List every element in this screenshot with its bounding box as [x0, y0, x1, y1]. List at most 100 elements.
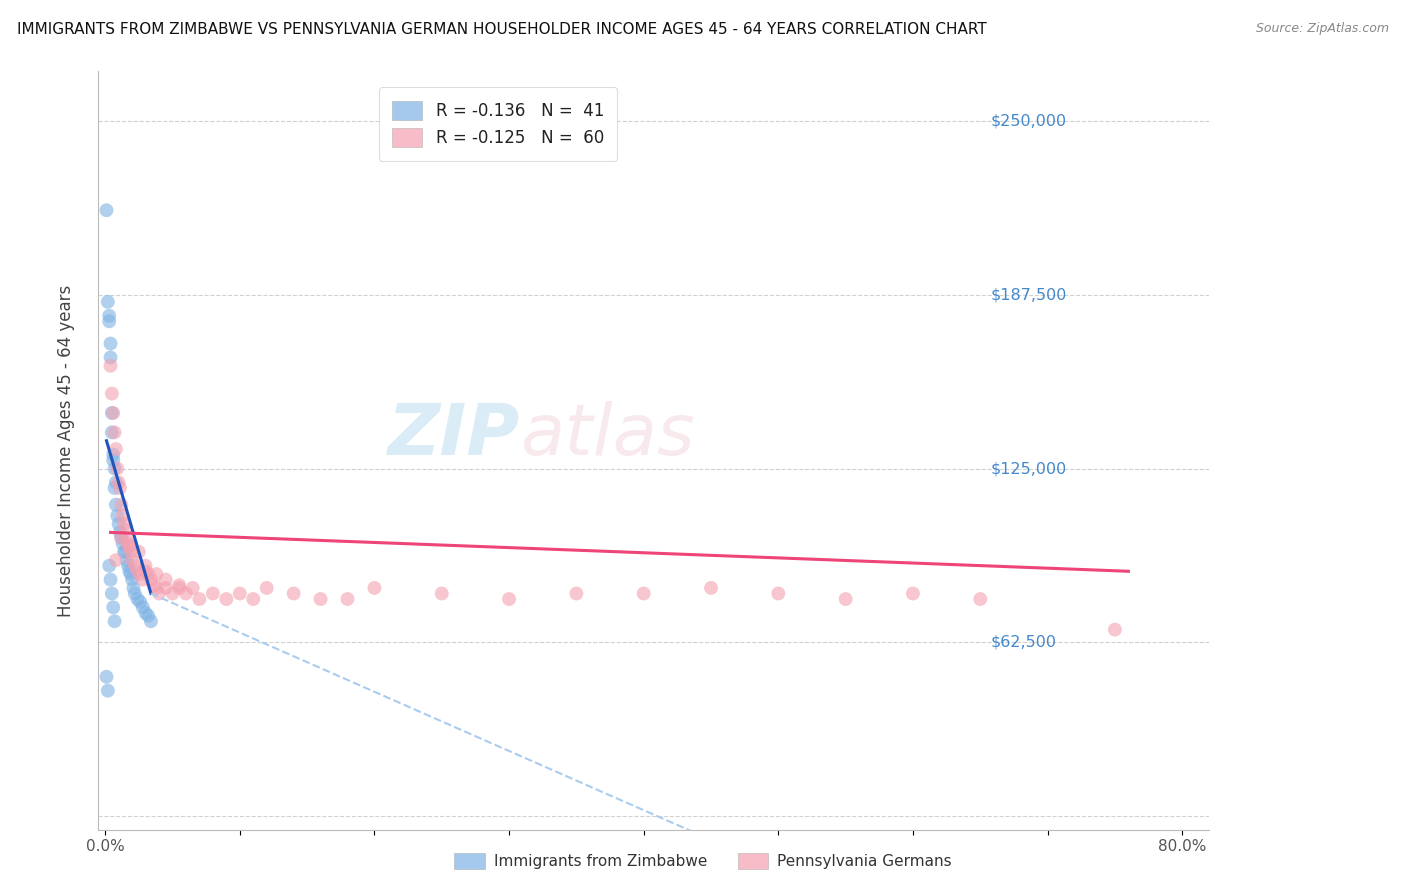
Point: [155, 581, 177, 595]
Point: [118, 539, 141, 553]
Point: [101, 406, 124, 420]
Point: [139, 614, 162, 628]
Point: [105, 461, 128, 475]
Point: [135, 558, 157, 573]
Point: [110, 531, 132, 545]
Legend: R = -0.136   N =  41, R = -0.125   N =  60: R = -0.136 N = 41, R = -0.125 N = 60: [380, 87, 617, 161]
Text: $187,500: $187,500: [990, 287, 1067, 302]
Point: [129, 595, 152, 609]
Point: [103, 614, 125, 628]
Point: [834, 592, 856, 607]
Point: [256, 581, 278, 595]
Point: [132, 600, 155, 615]
Point: [122, 581, 145, 595]
Point: [167, 578, 190, 592]
Point: [117, 536, 139, 550]
Point: [215, 592, 238, 607]
Point: [115, 553, 138, 567]
Point: [969, 592, 991, 607]
Point: [100, 336, 122, 351]
Point: [104, 442, 127, 456]
Point: [121, 573, 143, 587]
Point: [135, 606, 157, 620]
Y-axis label: Householder Income Ages 45 - 64 years: Householder Income Ages 45 - 64 years: [56, 285, 75, 616]
Point: [700, 581, 723, 595]
Point: [110, 531, 132, 545]
Point: [103, 406, 125, 420]
Point: [633, 586, 655, 600]
Point: [104, 553, 127, 567]
Point: [124, 586, 146, 600]
Point: [142, 578, 165, 592]
Text: $250,000: $250,000: [990, 114, 1067, 128]
Point: [114, 523, 136, 537]
Point: [188, 592, 211, 607]
Point: [103, 448, 125, 462]
Point: [155, 573, 177, 587]
Point: [118, 539, 141, 553]
Point: [336, 592, 359, 607]
Point: [100, 359, 122, 373]
Point: [120, 567, 142, 582]
Point: [108, 525, 131, 540]
Point: [768, 586, 790, 600]
Point: [100, 573, 122, 587]
Point: [98, 558, 121, 573]
Point: [120, 545, 142, 559]
Point: [110, 498, 132, 512]
Point: [107, 475, 129, 490]
Point: [98, 309, 121, 323]
Point: [105, 508, 128, 523]
Point: [129, 567, 152, 582]
Point: [97, 683, 120, 698]
Point: [498, 592, 520, 607]
Point: [96, 670, 118, 684]
Text: atlas: atlas: [520, 401, 695, 470]
Point: [132, 573, 155, 587]
Point: [101, 425, 124, 440]
Point: [124, 558, 146, 573]
Point: [97, 294, 120, 309]
Point: [139, 573, 162, 587]
Point: [363, 581, 385, 595]
Point: [135, 564, 157, 578]
Point: [103, 453, 125, 467]
Point: [901, 586, 924, 600]
Point: [1104, 623, 1126, 637]
Point: [174, 586, 197, 600]
Point: [283, 586, 305, 600]
Point: [117, 558, 139, 573]
Point: [201, 586, 224, 600]
Point: [111, 508, 134, 523]
Text: IMMIGRANTS FROM ZIMBABWE VS PENNSYLVANIA GERMAN HOUSEHOLDER INCOME AGES 45 - 64 : IMMIGRANTS FROM ZIMBABWE VS PENNSYLVANIA…: [17, 22, 987, 37]
Point: [115, 531, 138, 545]
Point: [162, 586, 184, 600]
Point: [108, 481, 131, 495]
Point: [114, 545, 136, 559]
Text: Source: ZipAtlas.com: Source: ZipAtlas.com: [1256, 22, 1389, 36]
Point: [136, 567, 159, 582]
Point: [181, 581, 204, 595]
Point: [100, 351, 122, 365]
Text: $62,500: $62,500: [990, 634, 1056, 649]
Point: [145, 581, 167, 595]
Point: [242, 592, 264, 607]
Point: [430, 586, 453, 600]
Legend: Immigrants from Zimbabwe, Pennsylvania Germans: Immigrants from Zimbabwe, Pennsylvania G…: [449, 847, 957, 875]
Point: [96, 203, 118, 218]
Point: [101, 586, 124, 600]
Point: [104, 498, 127, 512]
Point: [148, 586, 170, 600]
Point: [167, 581, 190, 595]
Point: [104, 475, 127, 490]
Point: [118, 564, 141, 578]
Point: [127, 564, 149, 578]
Point: [98, 314, 121, 328]
Point: [127, 592, 149, 607]
Point: [111, 536, 134, 550]
Point: [145, 567, 167, 582]
Point: [136, 608, 159, 623]
Point: [101, 386, 124, 401]
Text: $125,000: $125,000: [990, 461, 1067, 476]
Point: [103, 481, 125, 495]
